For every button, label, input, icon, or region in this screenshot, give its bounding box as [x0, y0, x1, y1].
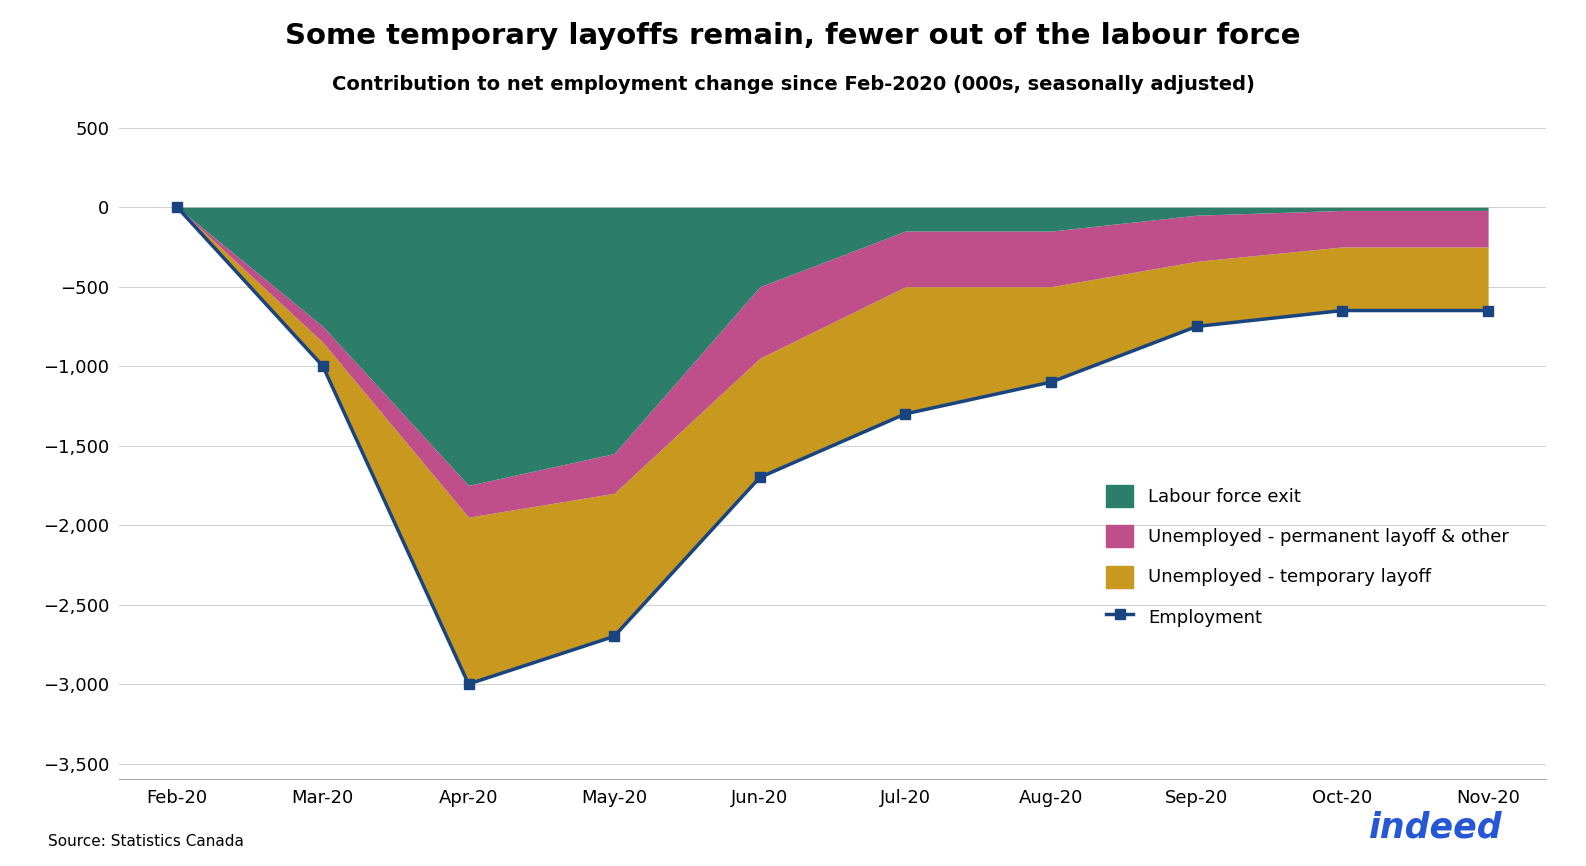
Legend: Labour force exit, Unemployed - permanent layoff & other, Unemployed - temporary: Labour force exit, Unemployed - permanen…: [1099, 478, 1516, 635]
Text: indeed: indeed: [1369, 811, 1502, 844]
Text: Some temporary layoffs remain, fewer out of the labour force: Some temporary layoffs remain, fewer out…: [285, 22, 1301, 49]
Text: Source: Statistics Canada: Source: Statistics Canada: [48, 834, 244, 849]
Text: Contribution to net employment change since Feb-2020 (000s, seasonally adjusted): Contribution to net employment change si…: [331, 75, 1255, 94]
